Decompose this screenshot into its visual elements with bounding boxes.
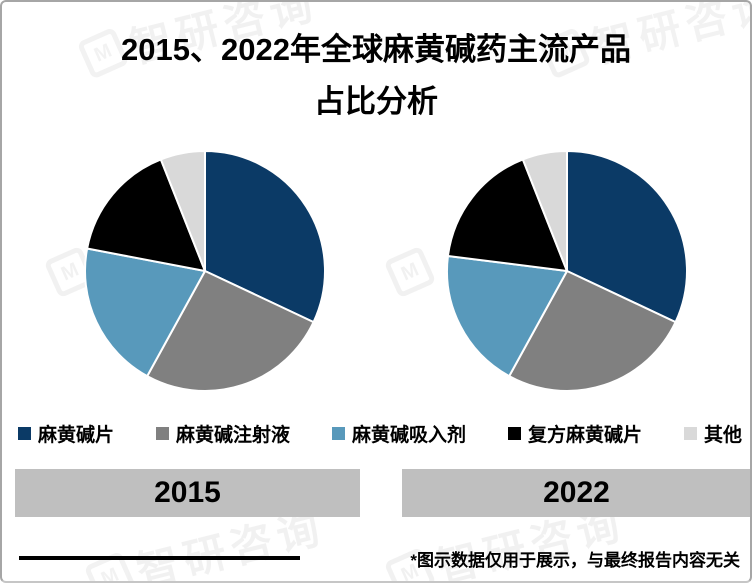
legend-item: 其他 xyxy=(683,420,742,447)
legend-swatch xyxy=(507,426,521,440)
year-label-text: 2022 xyxy=(543,476,610,509)
year-label-text: 2015 xyxy=(154,476,221,509)
legend-item: 麻黄碱注射液 xyxy=(155,420,290,447)
pie-slice-2022-复方麻黄碱片 xyxy=(446,158,568,272)
legend-swatch xyxy=(331,426,345,440)
watermark-logo-icon: M xyxy=(383,245,437,299)
chart-title-line1: 2015、2022年全球麻黄碱药主流产品 xyxy=(121,32,631,67)
pie-slice-2015-麻黄碱片 xyxy=(204,150,326,324)
pie-slice-2022-麻黄碱片 xyxy=(566,150,688,324)
year-label-2022: 2022 xyxy=(402,469,750,517)
chart-title: 2015、2022年全球麻黄碱药主流产品 占比分析 xyxy=(2,24,750,128)
legend-item: 麻黄碱片 xyxy=(18,420,114,447)
pie-slice-2022-其他 xyxy=(521,150,568,272)
legend-swatch xyxy=(18,426,31,440)
pie-slice-2015-复方麻黄碱片 xyxy=(86,158,206,272)
pie-slice-2015-其他 xyxy=(159,150,206,272)
legend-label: 麻黄碱片 xyxy=(38,424,115,446)
watermark: M xyxy=(383,245,437,299)
year-label-2015: 2015 xyxy=(15,469,360,517)
chart-legend: 麻黄碱片 麻黄碱注射液 麻黄碱吸入剂 复方麻黄碱片 其他 xyxy=(18,419,742,447)
chart-title-line2: 占比分析 xyxy=(314,84,438,119)
footer: *图示数据仅用于展示，与最终报告内容无关 xyxy=(19,545,740,571)
footer-divider-line xyxy=(19,556,300,560)
pie-chart-2022 xyxy=(446,150,688,392)
legend-swatch xyxy=(155,426,169,440)
legend-item: 复方麻黄碱片 xyxy=(507,420,642,447)
legend-label: 麻黄碱注射液 xyxy=(175,424,290,446)
legend-item: 麻黄碱吸入剂 xyxy=(331,420,466,447)
legend-label: 复方麻黄碱片 xyxy=(527,424,642,446)
legend-label: 麻黄碱吸入剂 xyxy=(351,424,466,446)
footnote-text: *图示数据仅用于展示，与最终报告内容无关 xyxy=(410,550,740,570)
pie-chart-2015 xyxy=(84,150,326,392)
legend-swatch xyxy=(683,426,697,440)
legend-label: 其他 xyxy=(703,424,742,446)
pie-slice-2015-麻黄碱吸入剂 xyxy=(84,247,206,378)
pie-slice-2022-麻黄碱吸入剂 xyxy=(446,254,568,378)
